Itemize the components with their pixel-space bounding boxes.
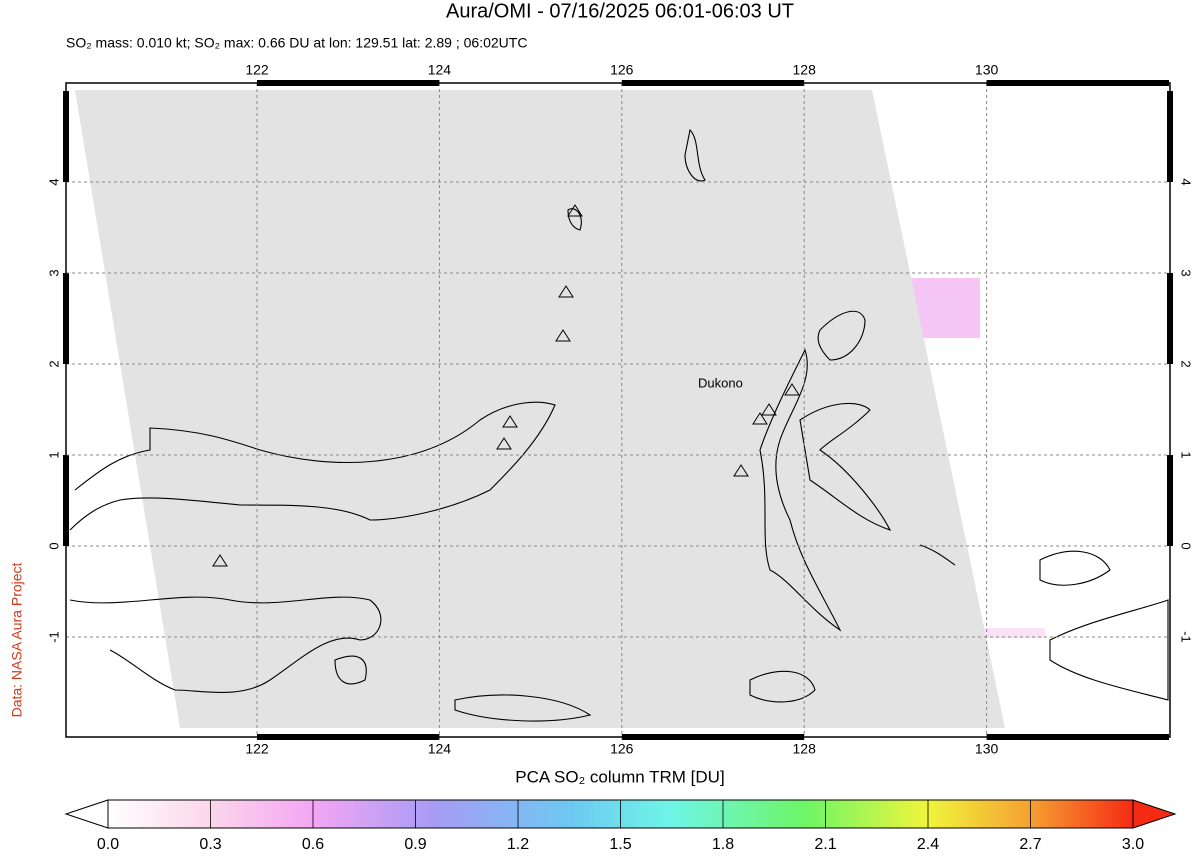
colorbar-tick-label: 0.6 xyxy=(302,836,324,853)
colorbar-label: PCA SO₂ column TRM [DU] xyxy=(515,767,724,786)
lon-tick-label: 126 xyxy=(610,741,634,757)
lat-tick-label: -1 xyxy=(46,631,61,643)
colorbar-tick-label: 0.9 xyxy=(404,836,426,853)
lat-tick-label: 2 xyxy=(1179,360,1194,367)
lat-tick-label: 0 xyxy=(1179,542,1194,549)
colorbar-tick-label: 0.0 xyxy=(97,836,119,853)
credit: Data: NASA Aura Project xyxy=(9,562,25,717)
title: Aura/OMI - 07/16/2025 06:01-06:03 UT xyxy=(446,0,794,22)
so2-patch xyxy=(910,278,980,338)
lat-tick-label: 2 xyxy=(46,360,61,367)
volcanoes xyxy=(212,204,800,567)
lat-tick-label: 0 xyxy=(46,542,61,549)
colorbar-tick-label: 1.2 xyxy=(507,836,529,853)
colorbar-tick-label: 2.1 xyxy=(814,836,836,853)
lon-tick-label: 124 xyxy=(428,741,452,757)
colorbar-high-end xyxy=(1132,799,1177,829)
subtitle: SO₂ mass: 0.010 kt; SO₂ max: 0.66 DU at … xyxy=(66,35,527,51)
swath xyxy=(75,90,1005,728)
lon-tick-label: 122 xyxy=(245,62,269,78)
colorbar-low-end xyxy=(64,799,109,829)
colorbar: PCA SO₂ column TRM [DU] 0.0 0.3 0.6 0.9 1.2 1… xyxy=(64,767,1177,853)
lon-tick-label: 130 xyxy=(975,741,999,757)
lon-tick-label: 124 xyxy=(428,62,452,78)
colorbar-tick-label: 3.0 xyxy=(1122,836,1144,853)
lat-tick-label: 4 xyxy=(46,178,61,185)
colorbar-tick-label: 1.5 xyxy=(609,836,631,853)
lat-tick-label: -1 xyxy=(1179,631,1194,643)
lat-tick-label: 3 xyxy=(46,269,61,276)
lat-tick-label: 3 xyxy=(1179,269,1194,276)
lat-tick-label: 1 xyxy=(1179,451,1194,458)
map-frame xyxy=(65,82,1171,738)
lon-tick-label: 126 xyxy=(610,62,634,78)
coastlines xyxy=(69,128,1169,722)
lat-tick-label: 1 xyxy=(46,451,61,458)
lon-tick-label: 130 xyxy=(975,62,999,78)
volcano-label: Dukono xyxy=(698,375,743,390)
lon-tick-label: 128 xyxy=(793,62,817,78)
lon-tick-label: 122 xyxy=(245,741,269,757)
lat-tick-label: 4 xyxy=(1179,178,1194,185)
map: Dukono xyxy=(63,80,1173,740)
colorbar-tick-label: 2.7 xyxy=(1019,836,1041,853)
so2-patch xyxy=(985,628,1045,638)
lon-tick-label: 128 xyxy=(793,741,817,757)
colorbar-tick-label: 0.3 xyxy=(199,836,221,853)
colorbar-tick-label: 2.4 xyxy=(917,836,939,853)
colorbar-tick-label: 1.8 xyxy=(712,836,734,853)
